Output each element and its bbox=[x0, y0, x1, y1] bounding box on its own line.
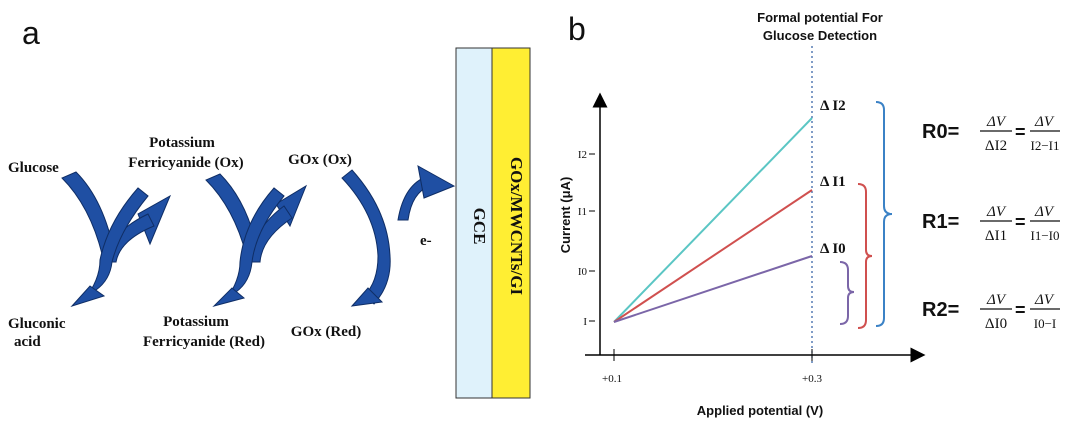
label-ferricyanide-red-line1: Potassium bbox=[163, 314, 229, 330]
y-tick-label-i0: I0 bbox=[578, 266, 588, 278]
panel-a-letter: a bbox=[22, 15, 40, 51]
label-electron: e- bbox=[420, 233, 432, 249]
r0-frac1-den: ΔI2 bbox=[985, 138, 1007, 154]
delta-i0-label: Δ I0 bbox=[820, 241, 846, 257]
r0-label: R0= bbox=[922, 121, 959, 143]
label-ferricyanide-ox-line2: Ferricyanide (Ox) bbox=[128, 155, 243, 171]
bracket-inner bbox=[839, 261, 855, 325]
r0-frac2-den: I2−I1 bbox=[1031, 138, 1060, 153]
r1-label: R1= bbox=[922, 211, 959, 233]
header-line1: Formal potential For bbox=[757, 10, 883, 25]
equation-r0: R0= ΔV ΔI2 = ΔV I2−I1 bbox=[922, 114, 1060, 154]
x-tick-label-0.3: +0.3 bbox=[802, 373, 822, 385]
r2-label: R2= bbox=[922, 299, 959, 321]
y-tick-label-i1: I1 bbox=[578, 206, 587, 218]
y-tick-label-i: I bbox=[583, 316, 587, 328]
line-i0 bbox=[613, 255, 813, 323]
r2-frac2-num: ΔV bbox=[1034, 292, 1055, 308]
coating-layer bbox=[491, 47, 531, 399]
label-gox-ox: GOx (Ox) bbox=[288, 152, 352, 168]
r2-frac1-num: ΔV bbox=[986, 292, 1007, 308]
r2-frac2-den: I0−I bbox=[1034, 316, 1057, 331]
r0-frac2-num: ΔV bbox=[1034, 114, 1055, 130]
delta-i1-label: Δ I1 bbox=[820, 174, 846, 190]
panel-b-letter: b bbox=[568, 11, 586, 47]
label-gce: GCE bbox=[470, 208, 489, 245]
r2-eq: = bbox=[1015, 300, 1026, 320]
bracket-outer bbox=[875, 101, 893, 327]
r0-frac1-num: ΔV bbox=[986, 114, 1007, 130]
equation-r1: R1= ΔV ΔI1 = ΔV I1−I0 bbox=[922, 204, 1060, 244]
cycle-2-arrows bbox=[205, 173, 308, 307]
y-axis-label: Current (μA) bbox=[558, 177, 573, 254]
label-glucose: Glucose bbox=[8, 160, 59, 176]
x-tick-label-0.1: +0.1 bbox=[602, 373, 622, 385]
cycle-3-arrows bbox=[341, 165, 456, 307]
cycle-1-arrows bbox=[61, 171, 172, 308]
r0-eq: = bbox=[1015, 122, 1026, 142]
delta-i2-label: Δ I2 bbox=[820, 98, 846, 114]
r1-frac1-den: ΔI1 bbox=[985, 228, 1007, 244]
header-line2: Glucose Detection bbox=[763, 28, 877, 43]
r1-frac1-num: ΔV bbox=[986, 204, 1007, 220]
label-gox-red: GOx (Red) bbox=[291, 324, 361, 340]
y-tick-label-i2: I2 bbox=[578, 149, 587, 161]
x-axis-label: Applied potential (V) bbox=[697, 403, 823, 418]
r1-eq: = bbox=[1015, 212, 1026, 232]
label-ferricyanide-red-line2: Ferricyanide (Red) bbox=[143, 334, 265, 350]
label-coating: GOx/MWCNTs/GI bbox=[507, 157, 526, 296]
electrode: GCE GOx/MWCNTs/GI bbox=[455, 47, 531, 399]
bracket-middle bbox=[857, 183, 873, 329]
line-i2 bbox=[613, 117, 813, 323]
line-i1 bbox=[613, 189, 813, 323]
label-gluconic-line1: Gluconic bbox=[8, 316, 66, 332]
equation-r2: R2= ΔV ΔI0 = ΔV I0−I bbox=[922, 292, 1060, 332]
label-gluconic-line2: acid bbox=[14, 334, 41, 350]
r2-frac1-den: ΔI0 bbox=[985, 316, 1007, 332]
r1-frac2-den: I1−I0 bbox=[1031, 228, 1060, 243]
label-ferricyanide-ox-line1: Potassium bbox=[149, 135, 215, 151]
arrow-gox-ox-to-gox-red bbox=[341, 169, 391, 305]
r1-frac2-num: ΔV bbox=[1034, 204, 1055, 220]
